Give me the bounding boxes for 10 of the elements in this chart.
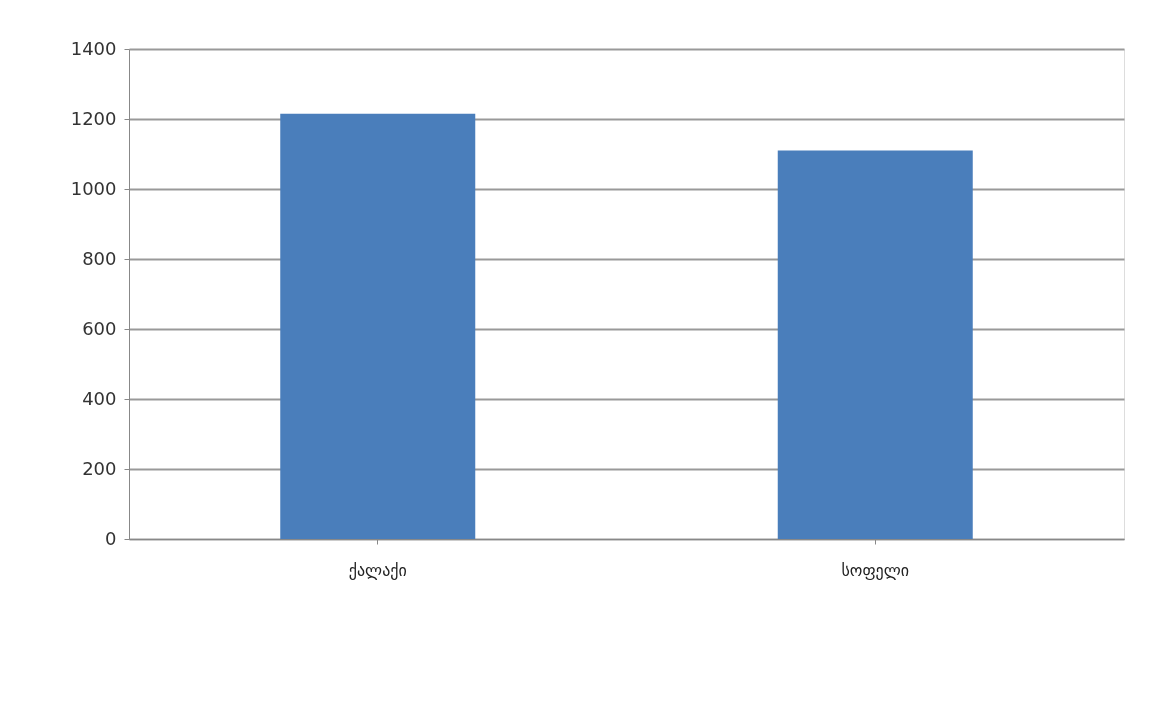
x-tick-label: ქალაქი: [348, 560, 407, 580]
x-tick-label: სოფელი: [841, 560, 910, 580]
y-tick-label: 600: [82, 317, 117, 339]
y-tick-label: 0: [105, 527, 117, 549]
y-tick-label: 800: [82, 247, 117, 269]
y-tick-label: 400: [82, 387, 117, 409]
y-tick-label: 200: [82, 457, 117, 479]
y-tick-label: 1000: [70, 177, 117, 199]
y-tick-label: 1400: [70, 37, 117, 59]
y-tick-label: 1200: [70, 107, 117, 129]
